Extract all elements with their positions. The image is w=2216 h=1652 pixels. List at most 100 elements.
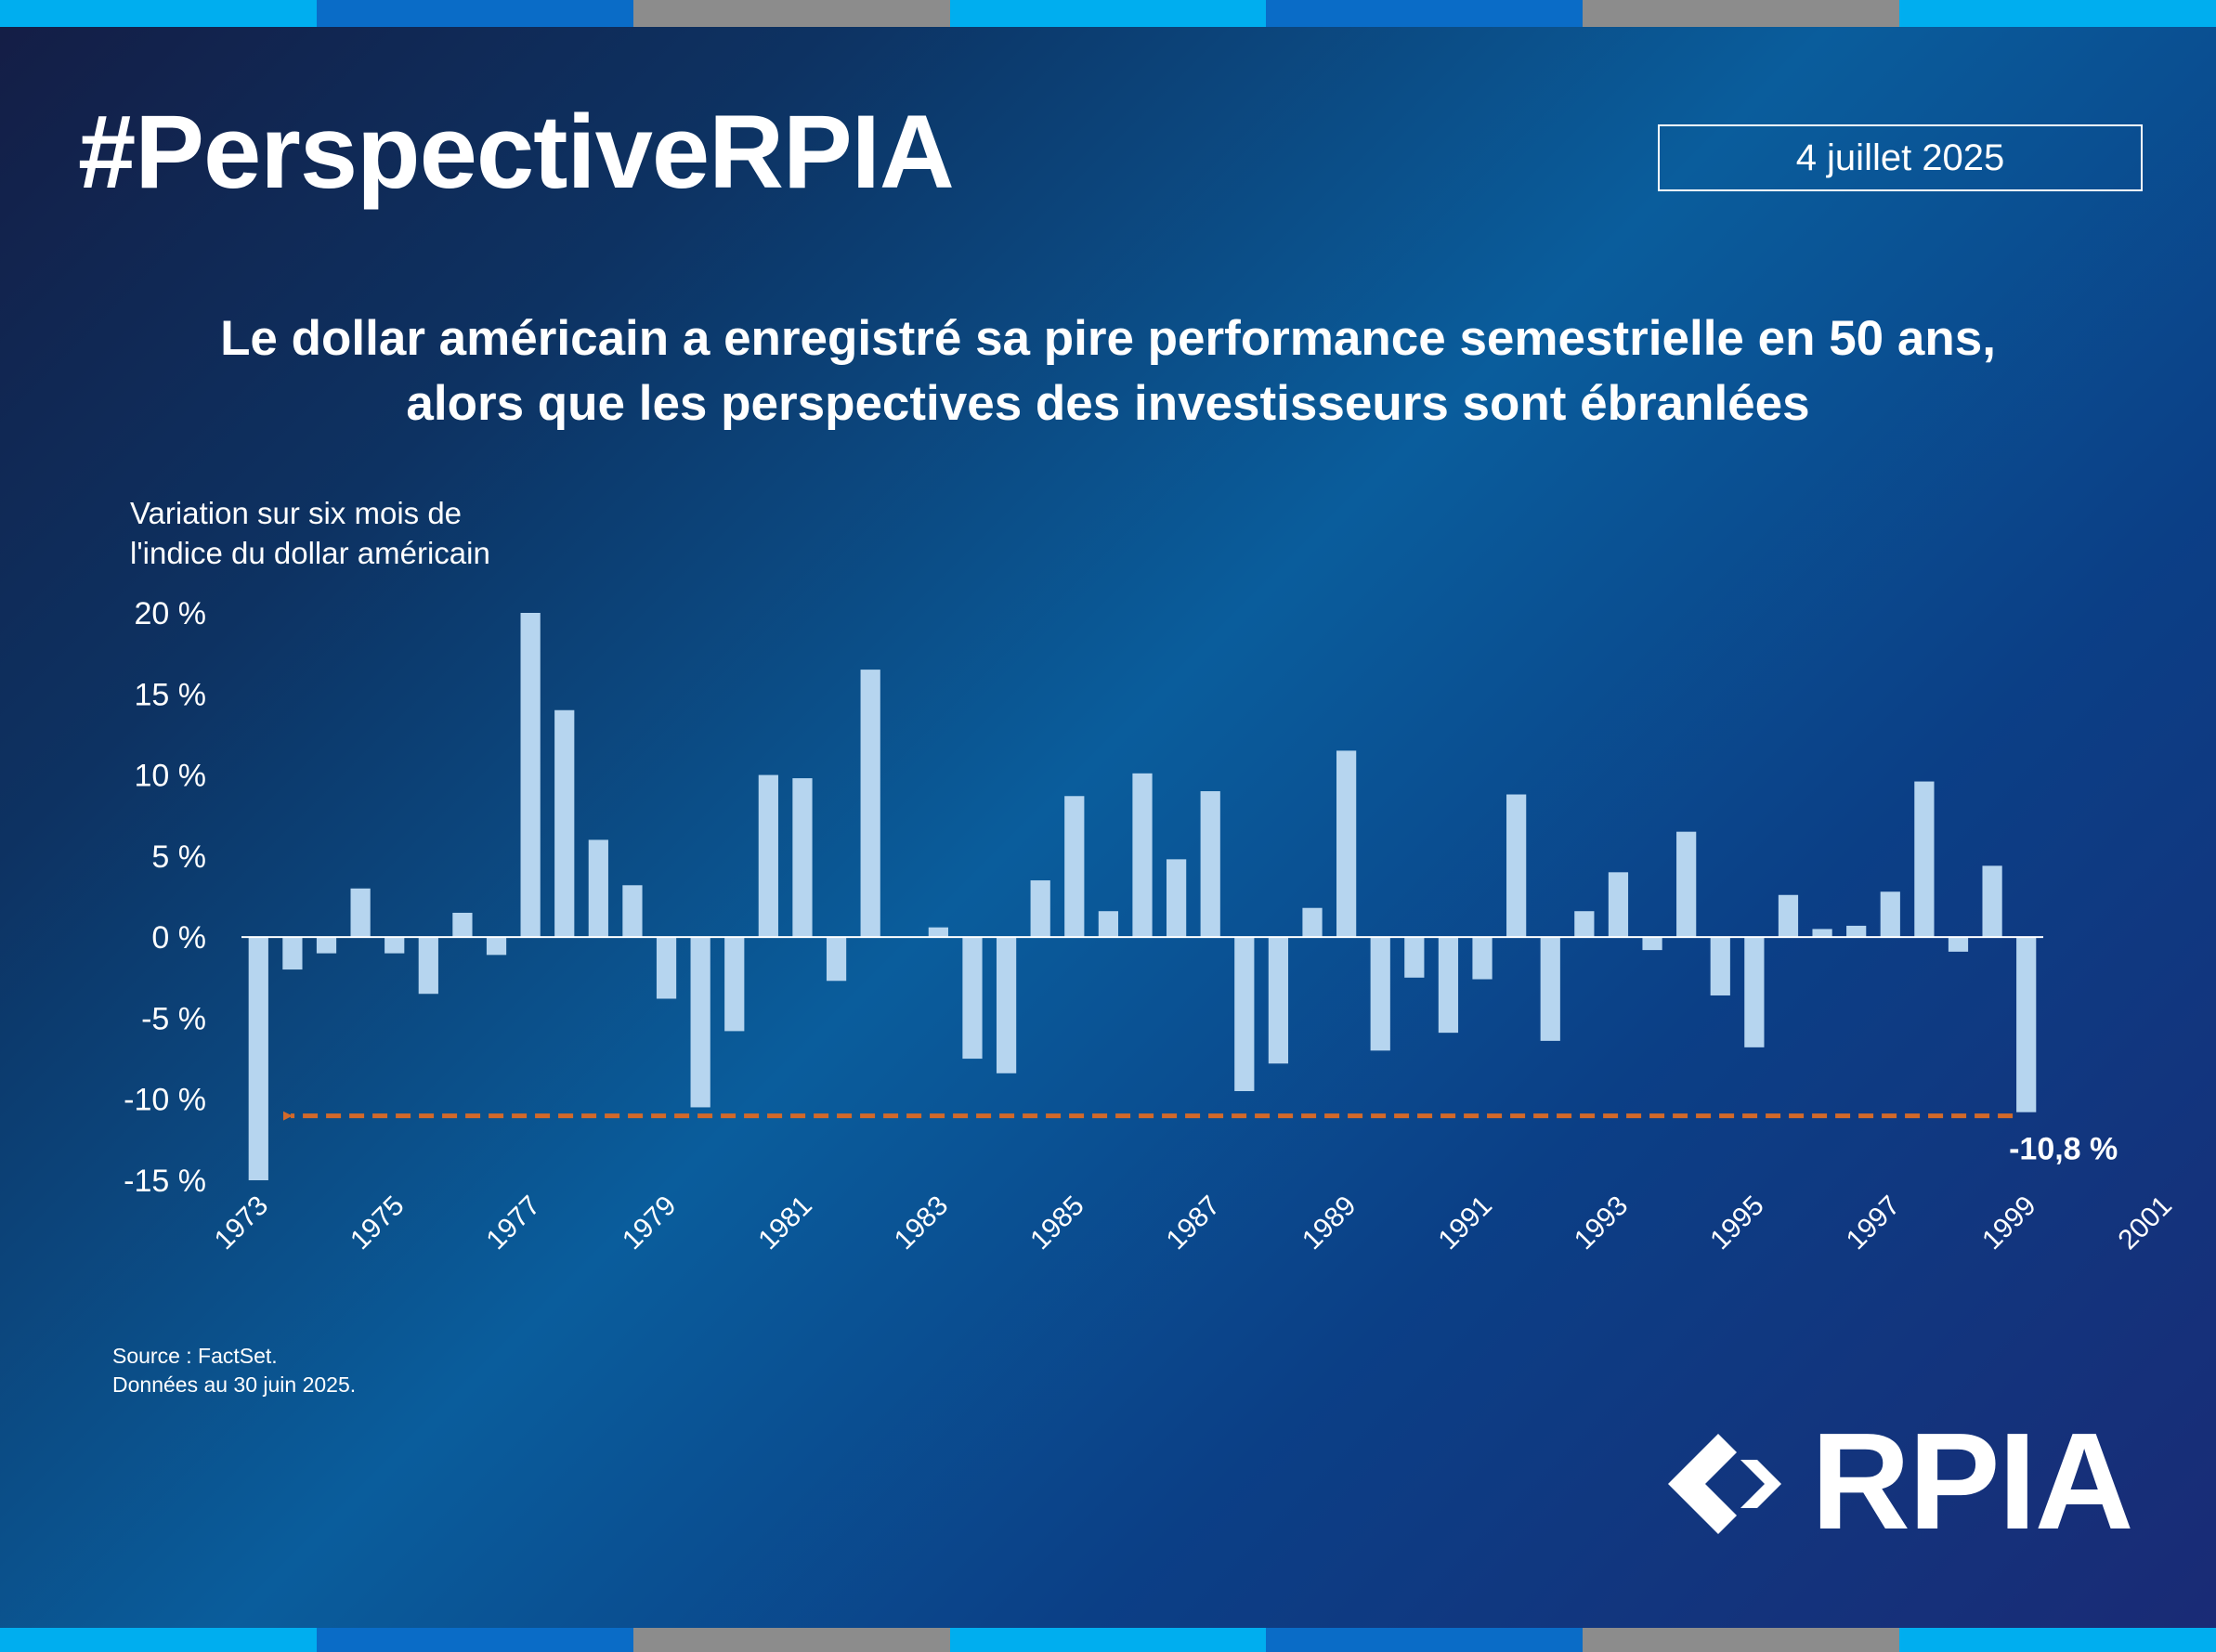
stripe-segment	[1266, 0, 1584, 27]
bar	[350, 888, 371, 938]
stripe-segment	[1583, 1628, 1900, 1652]
x-tick-label: 1973	[209, 1190, 275, 1256]
source-line-2: Données au 30 juin 2025.	[112, 1372, 357, 1397]
x-tick-label: 2001	[2113, 1190, 2179, 1256]
rpia-diamond-icon	[1668, 1434, 1781, 1534]
y-tick-label: -5 %	[141, 1001, 206, 1036]
bar	[1370, 937, 1390, 1051]
chart-headline: Le dollar américain a enregistré sa pire…	[0, 306, 2216, 436]
x-tick-label: 1991	[1432, 1190, 1498, 1256]
bar	[1982, 865, 2002, 938]
y-tick-label: 15 %	[135, 677, 207, 712]
bar	[1234, 937, 1255, 1091]
stripe-segment	[0, 1628, 317, 1652]
bar	[1778, 894, 1799, 938]
bar	[554, 709, 575, 938]
y-tick-label: -10 %	[124, 1083, 206, 1118]
y-tick-label: -15 %	[124, 1164, 206, 1199]
bar	[1676, 831, 1697, 938]
bar	[1336, 750, 1357, 938]
bar	[792, 778, 813, 938]
bar	[452, 912, 473, 938]
bar	[1506, 794, 1527, 938]
bar	[418, 937, 438, 995]
stripe-segment	[1583, 0, 1900, 27]
bar	[1132, 773, 1153, 938]
bar	[248, 937, 268, 1180]
bar	[1812, 929, 1832, 938]
stripe-segment	[632, 1628, 950, 1652]
y-axis-title-line-1: Variation sur six mois de	[130, 496, 463, 530]
bar	[1166, 859, 1187, 938]
stripe-segment	[949, 0, 1267, 27]
x-tick-label: 1997	[1841, 1190, 1907, 1256]
date-badge: 4 juillet 2025	[1658, 124, 2143, 191]
bar	[724, 937, 745, 1032]
x-tick-label: 1983	[889, 1190, 955, 1256]
rpia-logo: RPIA	[1661, 1413, 2134, 1551]
source-line-1: Source : FactSet.	[112, 1344, 278, 1368]
bar	[588, 839, 608, 938]
x-tick-label: 1993	[1569, 1190, 1635, 1256]
bar	[860, 670, 880, 938]
bar	[1268, 937, 1289, 1064]
y-tick-label: 0 %	[151, 920, 206, 956]
top-color-stripe	[0, 0, 2216, 27]
stripe-segment	[1899, 1628, 2216, 1652]
bar	[282, 937, 303, 970]
bar	[1744, 937, 1765, 1047]
y-tick-label: 5 %	[151, 839, 206, 875]
bar	[1472, 937, 1493, 980]
bar	[1608, 872, 1629, 938]
x-tick-label: 1985	[1024, 1190, 1090, 1256]
stripe-segment	[316, 1628, 633, 1652]
bar	[1030, 880, 1050, 938]
hashtag-title: #PerspectiveRPIA	[78, 94, 955, 210]
bottom-color-stripe	[0, 1628, 2216, 1652]
bar	[962, 937, 983, 1060]
stripe-segment	[949, 1628, 1267, 1652]
bar	[656, 937, 677, 999]
x-tick-label: 1981	[752, 1190, 818, 1256]
x-tick-label: 1975	[345, 1190, 411, 1256]
bar	[1948, 937, 1969, 952]
y-axis-title: Variation sur six mois de l'indice du do…	[130, 493, 490, 573]
source-note: Source : FactSet. Données au 30 juin 202…	[112, 1342, 356, 1399]
bar	[1438, 937, 1459, 1034]
bar	[1574, 911, 1595, 938]
bar	[1846, 925, 1867, 938]
bar	[622, 885, 643, 938]
x-tick-label: 1977	[481, 1190, 547, 1256]
bar	[1200, 791, 1220, 938]
bar	[486, 937, 507, 956]
x-tick-label: 1995	[1704, 1190, 1770, 1256]
bar	[1302, 907, 1323, 938]
bar	[758, 774, 778, 938]
headline-line-1: Le dollar américain a enregistré sa pire…	[220, 311, 1996, 366]
x-tick-label: 1999	[1976, 1190, 2042, 1256]
bar	[1642, 937, 1662, 951]
record-low-label: -10,8 %	[2009, 1132, 2118, 1167]
bars-group	[248, 613, 2037, 1180]
y-axis-title-line-2: l'indice du dollar américain	[130, 536, 490, 570]
x-tick-label: 1987	[1161, 1190, 1227, 1256]
logo-wordmark: RPIA	[1811, 1405, 2134, 1558]
stripe-segment	[316, 0, 633, 27]
bar	[1880, 891, 1900, 938]
bar	[2016, 937, 2037, 1112]
y-axis-ticks: 20 % 15 % 10 % 5 % 0 % -5 % -10 % -15 %	[124, 596, 206, 1199]
bar	[690, 937, 710, 1108]
stripe-segment	[1266, 1628, 1584, 1652]
bar	[1064, 796, 1085, 938]
y-tick-label: 20 %	[135, 596, 207, 631]
bar	[1098, 911, 1119, 938]
logo-chevron-left	[1668, 1434, 1737, 1534]
stripe-segment	[1899, 0, 2216, 27]
y-tick-label: 10 %	[135, 759, 207, 794]
bar	[316, 937, 337, 954]
x-tick-label: 1989	[1297, 1190, 1362, 1256]
bar	[1404, 937, 1425, 978]
bar	[1710, 937, 1730, 995]
bar	[1540, 937, 1560, 1041]
